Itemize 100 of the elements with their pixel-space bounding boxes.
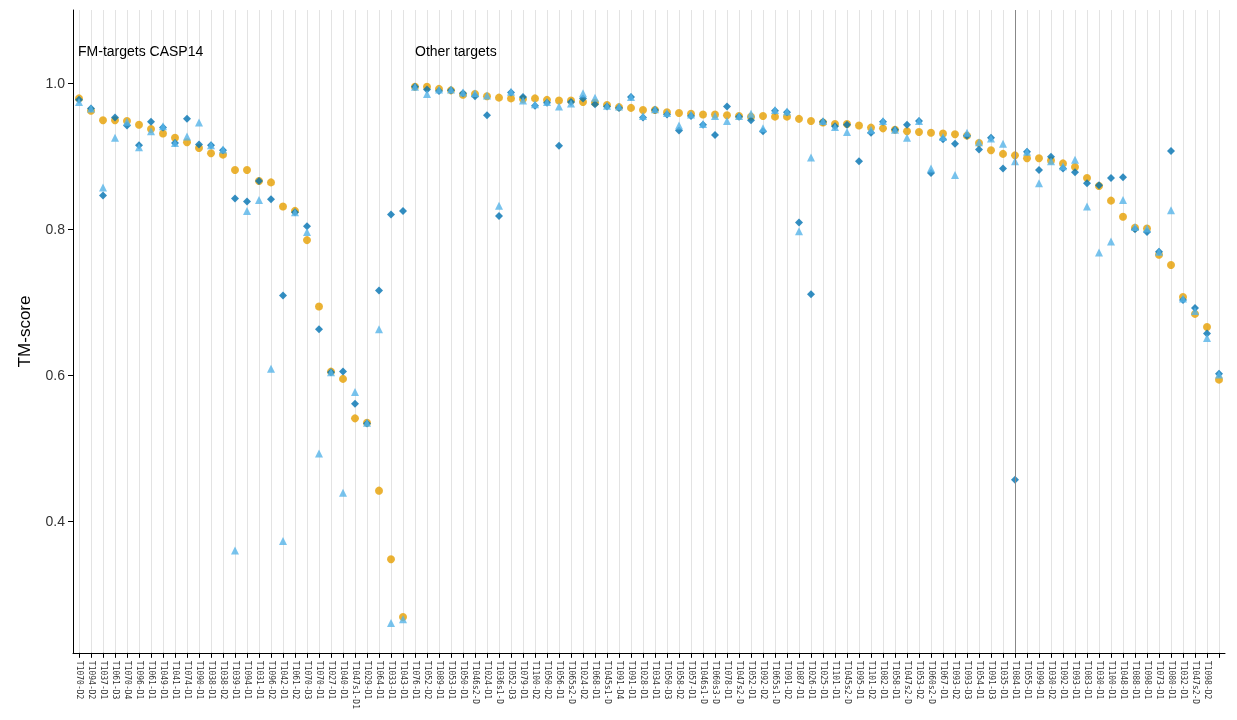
x-tick-label: T1067-D1 [938, 660, 948, 700]
x-tick-label: T1091-D1 [626, 660, 636, 700]
x-tick-label: T1040-D1 [338, 660, 348, 700]
x-tick-label: T1087-D1 [794, 660, 804, 700]
x-tick-label: T1050-D2 [542, 660, 552, 700]
x-tick-label: T1100-D2 [530, 660, 540, 700]
x-tick-label: T1098-D2 [1202, 660, 1212, 700]
x-tick-label: T1030-D2 [1046, 660, 1056, 700]
x-tick-label: T1084-D1 [1010, 660, 1020, 700]
x-tick-label: T1053-D2 [914, 660, 924, 700]
x-tick-label: T1029-D1 [362, 660, 372, 700]
x-tick-label: T1056-D1 [554, 660, 564, 700]
x-tick-label: T1099-D1 [1034, 660, 1044, 700]
x-tick-label: T1054-D1 [974, 660, 984, 700]
x-tick-label: T1055-D1 [1022, 660, 1032, 700]
x-tick-label: T1061-D2 [290, 660, 300, 700]
x-tick-label: T1039-D1 [230, 660, 240, 700]
x-tick-label: T1091-D4 [614, 660, 624, 700]
annotation: FM-targets CASP14 [78, 43, 204, 59]
x-tick-label: T1050-D1 [458, 660, 468, 700]
y-tick-label: 0.8 [45, 221, 66, 238]
x-tick-label: T1076-D1 [410, 660, 420, 700]
x-tick-label: T1070-D3 [302, 660, 312, 700]
x-tick-label: T1092-D2 [758, 660, 768, 700]
x-tick-label: T1052-D1 [746, 660, 756, 700]
x-tick-label: T1083-D1 [1082, 660, 1092, 700]
x-tick-label: T1065s1-D [770, 660, 780, 705]
x-tick-label: T1035-D1 [998, 660, 1008, 700]
x-tick-label: T1046s2-D [470, 660, 480, 705]
x-tick-label: T1050-D3 [662, 660, 672, 700]
x-tick-label: T1091-D3 [986, 660, 996, 700]
x-tick-label: T1070-D1 [314, 660, 324, 700]
x-tick-label: T1047s2-D [1190, 660, 1200, 705]
x-tick-label: T1034-D1 [650, 660, 660, 700]
annotation: Other targets [415, 43, 497, 59]
x-tick-label: T1070-D4 [122, 660, 132, 700]
x-tick-label: T1047s2-D [902, 660, 912, 705]
x-tick-label: T1049-D1 [158, 660, 168, 700]
x-tick-label: T1057-D1 [686, 660, 696, 700]
x-tick-label: T1058-D2 [674, 660, 684, 700]
x-tick-label: T1096-D1 [134, 660, 144, 700]
y-axis-title: TM-score [15, 295, 34, 368]
x-tick-label: T1094-D1 [242, 660, 252, 700]
x-tick-label: T1033-D1 [386, 660, 396, 700]
x-tick-label: T1088-D1 [1130, 660, 1140, 700]
x-tick-label: T1078-D1 [722, 660, 732, 700]
x-tick-label: T1073-D1 [1154, 660, 1164, 700]
x-tick-label: T1060s3-D [710, 660, 720, 705]
x-tick-label: T1036s1-D [494, 660, 504, 705]
x-tick-label: T1079-D1 [518, 660, 528, 700]
x-tick-label: T1027-D1 [326, 660, 336, 700]
x-tick-label: T1024-D2 [578, 660, 588, 700]
x-tick-label: T1093-D3 [962, 660, 972, 700]
x-tick-label: T1052-D2 [422, 660, 432, 700]
x-tick-label: T1061-D3 [110, 660, 120, 700]
x-tick-label: T1101-D2 [866, 660, 876, 700]
x-tick-label: T1065s2-D [566, 660, 576, 705]
x-tick-label: T1028-D1 [638, 660, 648, 700]
x-tick-label: T1094-D2 [86, 660, 96, 700]
x-tick-label: T1042-D1 [278, 660, 288, 700]
x-tick-label: T1045s1-D [602, 660, 612, 705]
x-tick-label: T1101-D1 [830, 660, 840, 700]
x-tick-label: T1030-D1 [1094, 660, 1104, 700]
x-tick-label: T1070-D2 [74, 660, 84, 700]
x-tick-label: T1093-D1 [1070, 660, 1080, 700]
x-tick-label: T1052-D3 [506, 660, 516, 700]
x-tick-label: T1090-D1 [194, 660, 204, 700]
x-tick-label: T1093-D2 [950, 660, 960, 700]
x-tick-label: T1053-D1 [446, 660, 456, 700]
x-tick-label: T1046s1-D [698, 660, 708, 705]
x-tick-label: T1098-D1 [1142, 660, 1152, 700]
x-tick-label: T1038-D2 [218, 660, 228, 700]
x-tick-label: T1082-D1 [878, 660, 888, 700]
x-tick-label: T1025-D1 [818, 660, 828, 700]
x-tick-label: T1037-D1 [98, 660, 108, 700]
x-tick-label: T1032-D1 [1178, 660, 1188, 700]
x-tick-label: T1095-D1 [854, 660, 864, 700]
x-tick-label: T1092-D1 [1058, 660, 1068, 700]
y-tick-label: 0.6 [45, 367, 66, 384]
y-tick-label: 1.0 [45, 75, 66, 92]
x-tick-label: T1089-D1 [434, 660, 444, 700]
x-tick-label: T1061-D1 [146, 660, 156, 700]
x-tick-label: T1064-D1 [374, 660, 384, 700]
x-tick-label: T1058-D1 [890, 660, 900, 700]
x-tick-label: T1041-D1 [170, 660, 180, 700]
x-tick-label: T1068-D1 [590, 660, 600, 700]
x-tick-label: T1038-D1 [206, 660, 216, 700]
x-tick-label: T1043-D1 [398, 660, 408, 700]
x-tick-label: T1096-D2 [266, 660, 276, 700]
x-tick-label: T1100-D1 [1106, 660, 1116, 700]
x-tick-label: T1024-D1 [482, 660, 492, 700]
x-tick-label: T1031-D1 [254, 660, 264, 700]
x-tick-label: T1045s2-D [842, 660, 852, 705]
x-tick-label: T1074-D1 [182, 660, 192, 700]
x-tick-label: T1026-D1 [806, 660, 816, 700]
x-tick-label: T1047s2-D [734, 660, 744, 705]
x-tick-label: T1060s2-D [926, 660, 936, 705]
y-tick-label: 0.4 [45, 513, 66, 530]
x-tick-label: T1048-D1 [1118, 660, 1128, 700]
x-tick-label: T1091-D2 [782, 660, 792, 700]
